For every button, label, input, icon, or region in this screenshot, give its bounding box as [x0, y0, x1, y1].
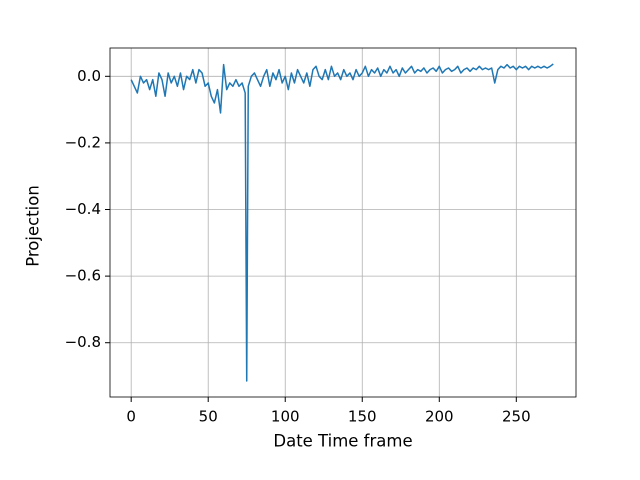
y-axis-label: Projection [24, 185, 43, 267]
y-tick-label: −0.4 [65, 200, 101, 218]
x-tick-label: 250 [502, 408, 531, 426]
x-tick-label: 200 [425, 408, 454, 426]
x-tick-label: 150 [348, 408, 377, 426]
x-axis-label: Date Time frame [273, 432, 412, 451]
x-tick-label: 50 [199, 408, 218, 426]
y-tick-label: 0.0 [77, 67, 101, 85]
y-tick-label: −0.6 [65, 267, 101, 285]
y-tick-label: −0.8 [65, 333, 101, 351]
line [130, 63, 554, 382]
x-tick-label: 0 [126, 408, 136, 426]
y-tick-label: −0.2 [65, 133, 101, 151]
axes-frame [109, 47, 577, 398]
x-tick-label: 100 [271, 408, 300, 426]
